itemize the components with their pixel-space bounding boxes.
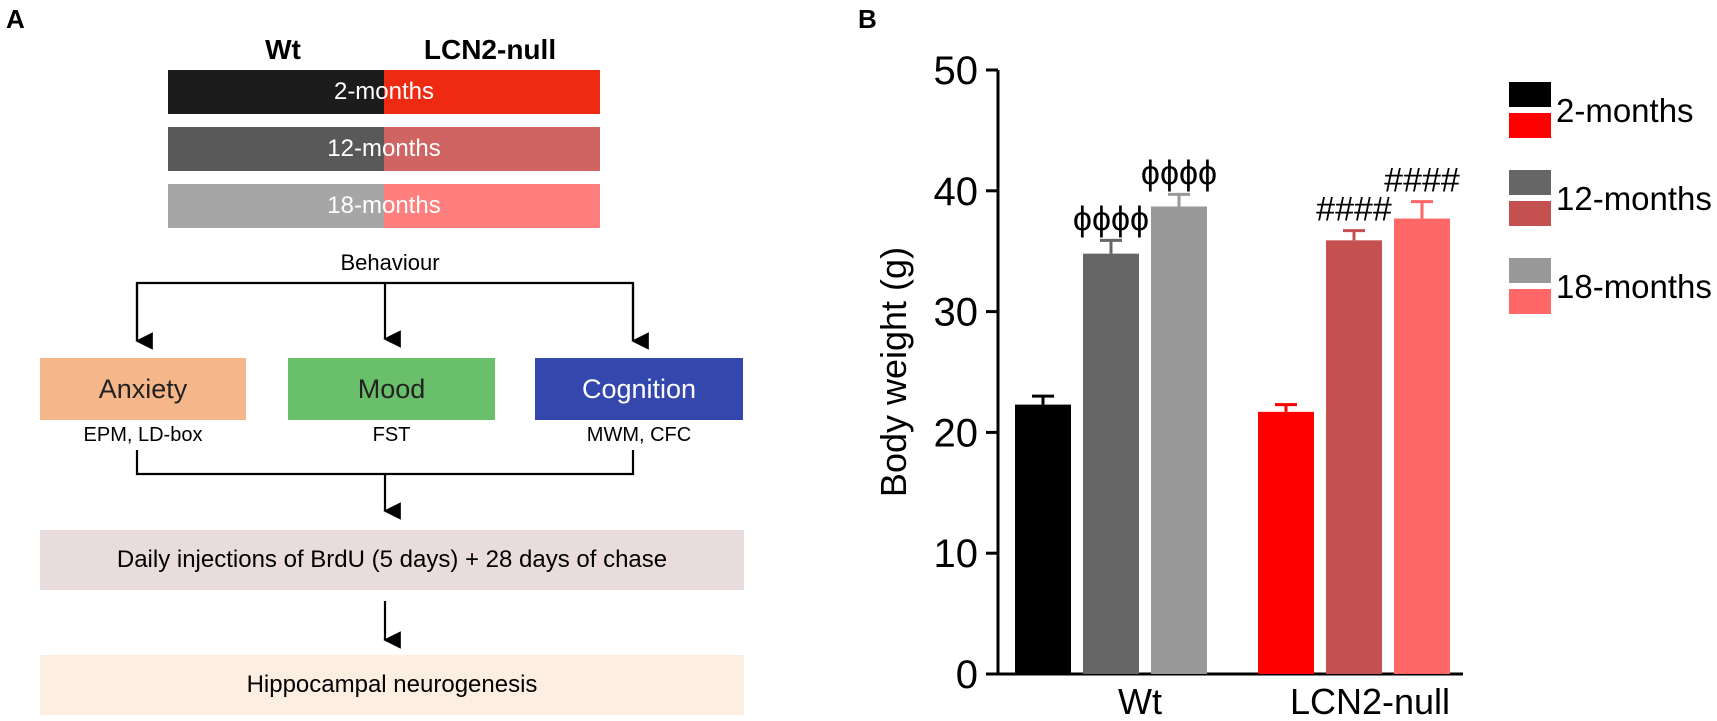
panel-a-label: A <box>6 4 25 34</box>
age-label: 18-months <box>327 192 441 219</box>
significance-mark: ϕϕϕϕ <box>1141 154 1217 192</box>
bar-Wt-18-months <box>1151 206 1207 674</box>
legend-label: 18-months <box>1556 268 1712 305</box>
lcn2-null-segment <box>384 127 600 171</box>
wt-header: Wt <box>265 34 301 65</box>
wt-segment <box>168 184 384 228</box>
bar-LCN2-null-12-months <box>1326 240 1382 674</box>
y-tick-label: 10 <box>934 532 979 576</box>
legend-swatch-wt <box>1509 170 1551 195</box>
lcn2-null-segment <box>384 184 600 228</box>
y-tick-label: 40 <box>934 170 979 214</box>
y-tick-label: 30 <box>934 291 979 335</box>
lcn2-null-segment <box>384 70 600 114</box>
mood-box: Mood <box>288 358 495 420</box>
anxiety-tests: EPM, LD-box <box>83 424 203 446</box>
significance-mark: ϕϕϕϕ <box>1073 200 1149 238</box>
injection-step: Daily injections of BrdU (5 days) + 28 d… <box>40 530 744 590</box>
mood-tests: FST <box>372 424 411 446</box>
legend-label: 2-months <box>1556 92 1694 129</box>
legend-label: 12-months <box>1556 180 1712 217</box>
group-label-LCN2-null: LCN2-null <box>1290 681 1450 721</box>
group-label-Wt: Wt <box>1118 681 1162 721</box>
cognition-box: Cognition <box>535 358 743 420</box>
significance-mark: #### <box>1384 162 1460 200</box>
age-row-12-months: 12-months <box>168 127 600 171</box>
legend-swatch-lcn2-null <box>1509 113 1551 138</box>
neurogenesis-step: Hippocampal neurogenesis <box>40 655 744 715</box>
legend-swatch-wt <box>1509 82 1551 107</box>
lcn2-null-header: LCN2-null <box>423 34 557 65</box>
body-weight-chart: 0 10 20 30 40 50 Body weight (g) ϕϕϕϕ ϕϕϕϕ Wt ####… <box>873 49 1712 721</box>
anxiety-box: Anxiety <box>40 358 246 420</box>
wt-segment <box>168 70 384 114</box>
bar-Wt-12-months <box>1083 253 1139 674</box>
age-label: 12-months <box>327 135 441 162</box>
flow-arrows <box>135 281 649 649</box>
legend-swatch-lcn2-null <box>1509 201 1551 226</box>
age-label: 2-months <box>333 78 435 105</box>
bar-Wt-2-months <box>1015 404 1071 674</box>
behaviour-label: Behaviour <box>340 250 440 275</box>
panel-b-label: B <box>858 4 877 34</box>
y-tick-label: 50 <box>934 49 979 93</box>
merge-bracket <box>135 450 635 476</box>
bar-LCN2-null-2-months <box>1258 411 1314 674</box>
y-tick-label: 0 <box>956 653 978 697</box>
age-row-18-months: 18-months <box>168 184 600 228</box>
legend-swatch-wt <box>1509 258 1551 283</box>
age-row-2-months: 2-months <box>168 70 600 114</box>
wt-segment <box>168 127 384 171</box>
bar-LCN2-null-18-months <box>1394 218 1450 675</box>
significance-mark: #### <box>1316 191 1392 229</box>
y-axis-label: Body weight (g) <box>873 247 914 497</box>
legend-swatch-lcn2-null <box>1509 289 1551 314</box>
cognition-tests: MWM, CFC <box>586 424 692 446</box>
y-tick-label: 20 <box>934 411 979 455</box>
